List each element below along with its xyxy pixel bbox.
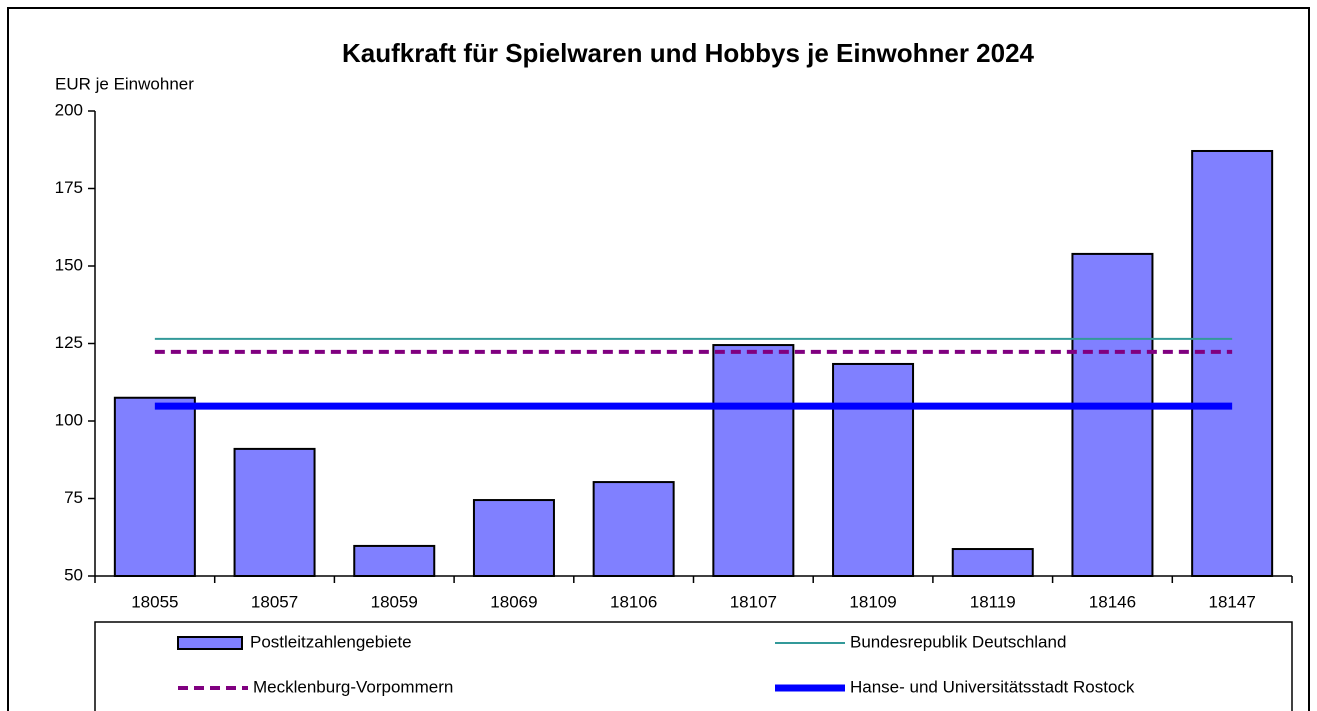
legend-swatch (177, 636, 243, 650)
bar (832, 362, 915, 577)
bar (1071, 252, 1154, 577)
legend-label: Bundesrepublik Deutschland (850, 632, 1066, 651)
chart-title: Kaufkraft für Spielwaren und Hobbys je E… (342, 38, 1035, 68)
x-tick-label: 18146 (1089, 592, 1136, 611)
x-tick-label: 18119 (970, 592, 1016, 611)
bar (353, 544, 436, 577)
x-tick-label: 18109 (849, 592, 896, 611)
y-tick-label: 200 (55, 100, 83, 119)
bar (233, 447, 316, 577)
bar (592, 481, 675, 578)
bar (712, 344, 795, 577)
x-tick-label: 18055 (131, 592, 178, 611)
x-tick-label: 18107 (730, 592, 777, 611)
bar (951, 548, 1034, 578)
legend-label: Mecklenburg-Vorpommern (253, 677, 453, 696)
x-tick-label: 18147 (1209, 592, 1256, 611)
y-tick-label: 175 (55, 178, 83, 197)
bar (472, 499, 555, 577)
y-tick-label: 100 (55, 410, 83, 429)
x-tick-label: 18059 (371, 592, 418, 611)
y-tick-label: 150 (55, 255, 83, 274)
x-tick-label: 18106 (610, 592, 657, 611)
bar (113, 396, 196, 577)
y-axis-label: EUR je Einwohner (55, 74, 194, 93)
bar (1191, 149, 1274, 578)
legend-label: Hanse- und Universitätsstadt Rostock (850, 677, 1135, 696)
y-tick-label: 50 (64, 565, 83, 584)
x-tick-label: 18057 (251, 592, 298, 611)
y-tick-label: 75 (64, 488, 83, 507)
x-tick-label: 18069 (490, 592, 537, 611)
legend-box (94, 621, 1293, 711)
y-tick-label: 125 (55, 333, 83, 352)
legend-label: Postleitzahlengebiete (250, 632, 412, 651)
